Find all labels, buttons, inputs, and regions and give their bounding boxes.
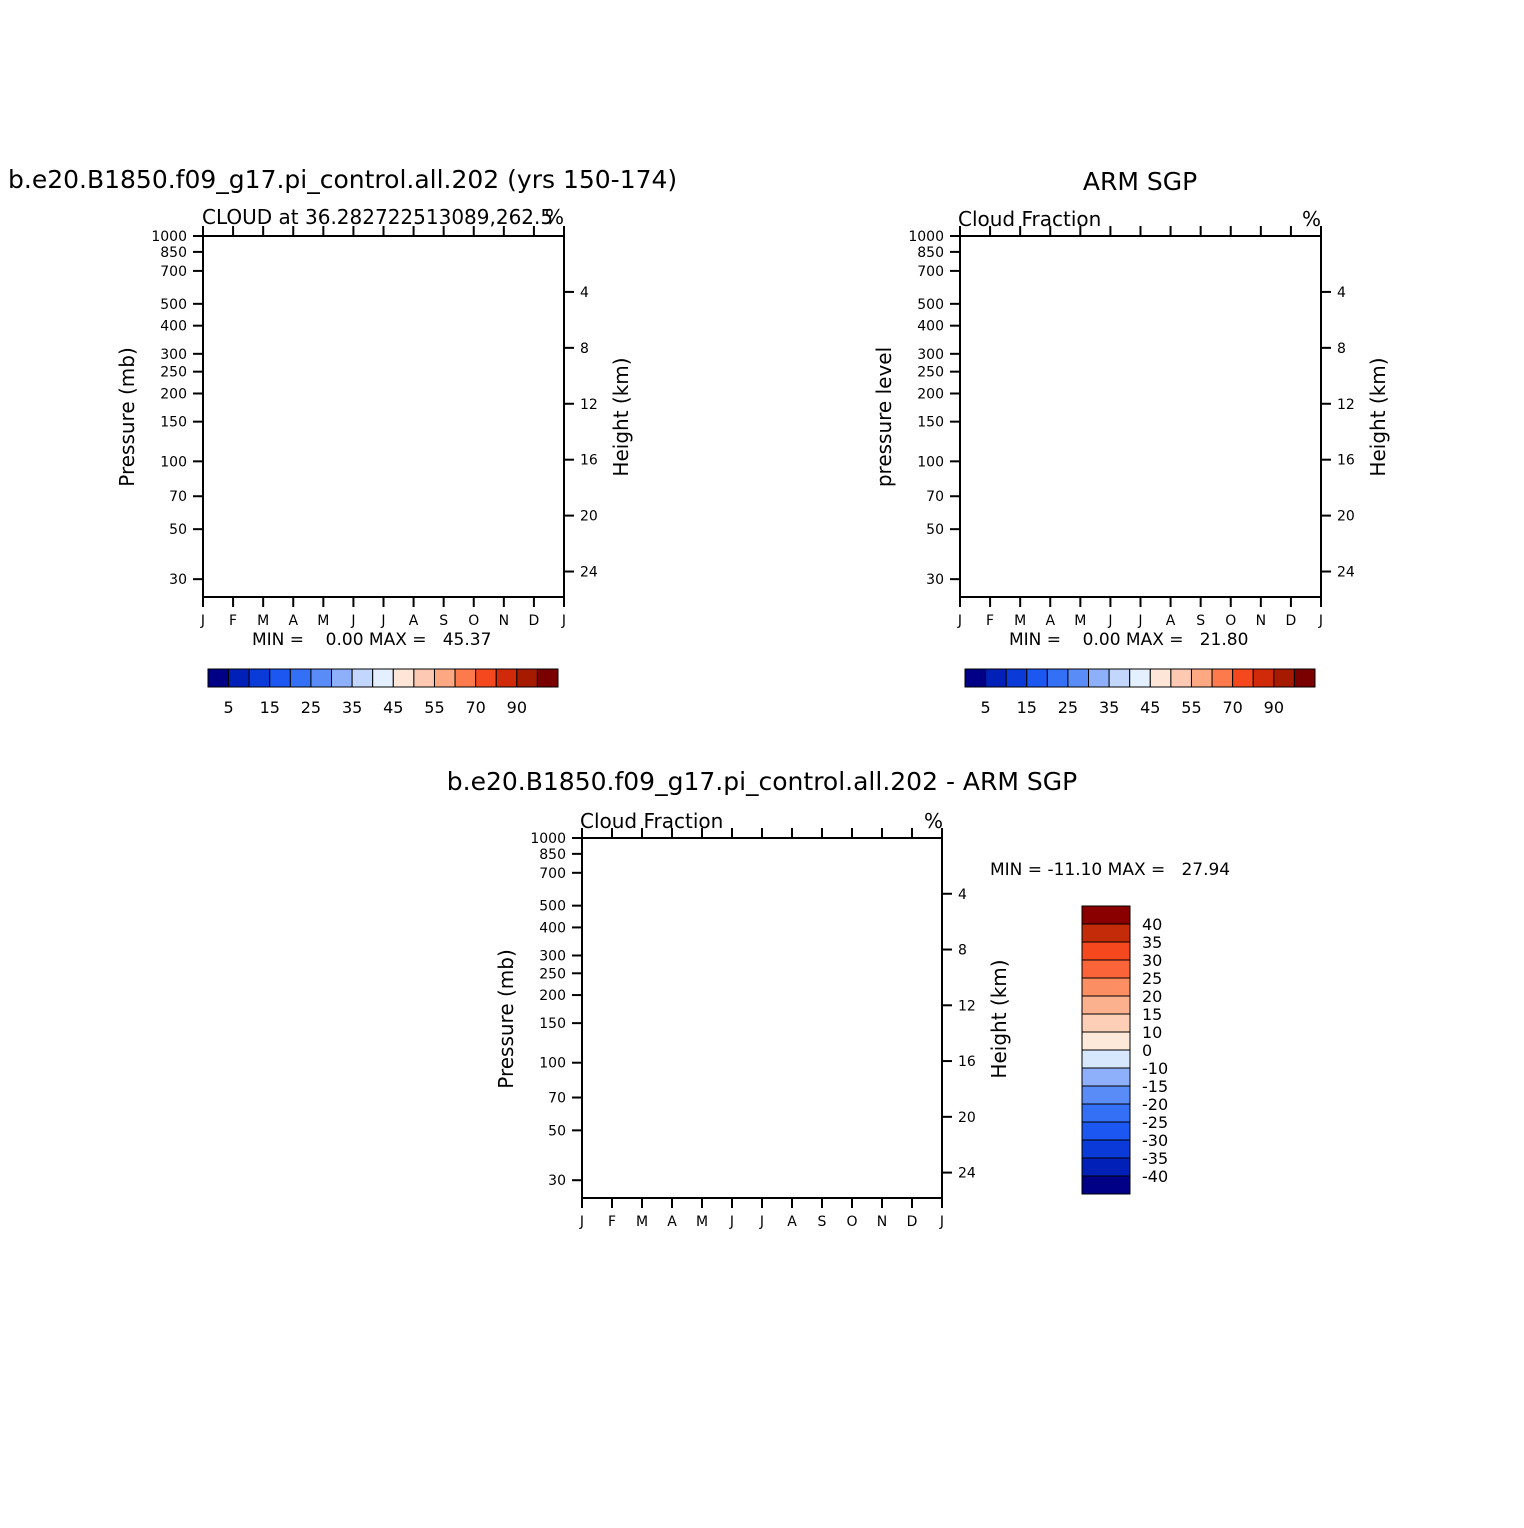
x-tick-label: A xyxy=(409,613,419,629)
colorbar-swatch xyxy=(476,669,497,687)
y-tick-label: 400 xyxy=(160,319,187,335)
x-tick-label: N xyxy=(499,613,509,629)
x-tick-label: M xyxy=(317,613,329,629)
x-tick-label: J xyxy=(350,613,355,629)
y-tick-label: 700 xyxy=(160,264,187,280)
colorbar-swatch xyxy=(290,669,311,687)
colorbar-swatch xyxy=(229,669,250,687)
y-tick-label: 30 xyxy=(169,572,187,588)
y-tick-label: 850 xyxy=(160,245,187,261)
colorbar-label: 55 xyxy=(424,698,444,717)
panel1-y2label: Height (km) xyxy=(609,357,633,476)
x-tick-label: J xyxy=(380,613,385,629)
x-tick-label: O xyxy=(468,613,479,629)
colorbar-swatch xyxy=(455,669,476,687)
colorbar-swatch xyxy=(311,669,332,687)
colorbar-swatch xyxy=(434,669,455,687)
colorbar-swatch xyxy=(208,669,229,687)
x-tick-label: D xyxy=(529,613,540,629)
panel-model: b.e20.B1850.f09_g17.pi_control.all.202 (… xyxy=(8,165,677,717)
colorbar-swatch xyxy=(249,669,270,687)
panel1-frame xyxy=(203,236,564,597)
y2-tick-label: 8 xyxy=(580,341,589,357)
colorbar-label: 25 xyxy=(301,698,321,717)
colorbar-swatch xyxy=(414,669,435,687)
x-tick-label: J xyxy=(561,613,566,629)
y-tick-label: 300 xyxy=(160,347,187,363)
colorbar-swatch xyxy=(352,669,373,687)
colorbar-label: 35 xyxy=(342,698,362,717)
colorbar-label: 90 xyxy=(507,698,527,717)
colorbar-swatch xyxy=(517,669,538,687)
colorbar-swatch xyxy=(373,669,394,687)
x-tick-label: M xyxy=(257,613,269,629)
colorbar-label: 45 xyxy=(383,698,403,717)
colorbar-label: 15 xyxy=(260,698,280,717)
panel2-title: ARM SGP xyxy=(1083,167,1197,196)
colorbar-label: 5 xyxy=(223,698,233,717)
colorbar-swatch xyxy=(270,669,291,687)
panel1-stats: MIN = 0.00 MAX = 45.37 xyxy=(252,630,491,650)
panel1-title: b.e20.B1850.f09_g17.pi_control.all.202 (… xyxy=(8,165,677,194)
panel2-units: % xyxy=(1302,207,1321,231)
y2-tick-label: 24 xyxy=(580,565,598,581)
colorbar-label: 70 xyxy=(465,698,485,717)
x-tick-label: S xyxy=(439,613,448,629)
y2-tick-label: 4 xyxy=(580,285,589,301)
y-tick-label: 50 xyxy=(169,522,187,538)
x-tick-label: F xyxy=(229,613,237,629)
colorbar-swatch xyxy=(393,669,414,687)
panel1-units: % xyxy=(545,205,564,229)
colorbar-swatch xyxy=(496,669,517,687)
y-tick-label: 500 xyxy=(160,297,187,313)
panel1-colorbar: 5 15 25 35 45 55 70 90 xyxy=(208,669,558,717)
panel1-subtitle: CLOUD at 36.282722513089,262.5 xyxy=(202,205,553,229)
panel1-ylabel: Pressure (mb) xyxy=(115,347,139,487)
colorbar-swatch xyxy=(537,669,558,687)
y-tick-label: 100 xyxy=(160,454,187,470)
y2-tick-label: 16 xyxy=(580,453,598,469)
y-tick-label: 1000 xyxy=(151,229,187,245)
y2-tick-label: 12 xyxy=(580,397,598,413)
y-tick-label: 200 xyxy=(160,387,187,403)
y-tick-label: 250 xyxy=(160,365,187,381)
y-tick-label: 150 xyxy=(160,415,187,431)
y-tick-label: 70 xyxy=(169,489,187,505)
colorbar-swatch xyxy=(332,669,353,687)
x-tick-label: J xyxy=(200,613,205,629)
y2-tick-label: 20 xyxy=(580,509,598,525)
x-tick-label: A xyxy=(288,613,298,629)
panel1-axes: J F M A M J J A S O N D J 30 50 70 100 150 200 250 300 400 500… xyxy=(151,226,598,629)
